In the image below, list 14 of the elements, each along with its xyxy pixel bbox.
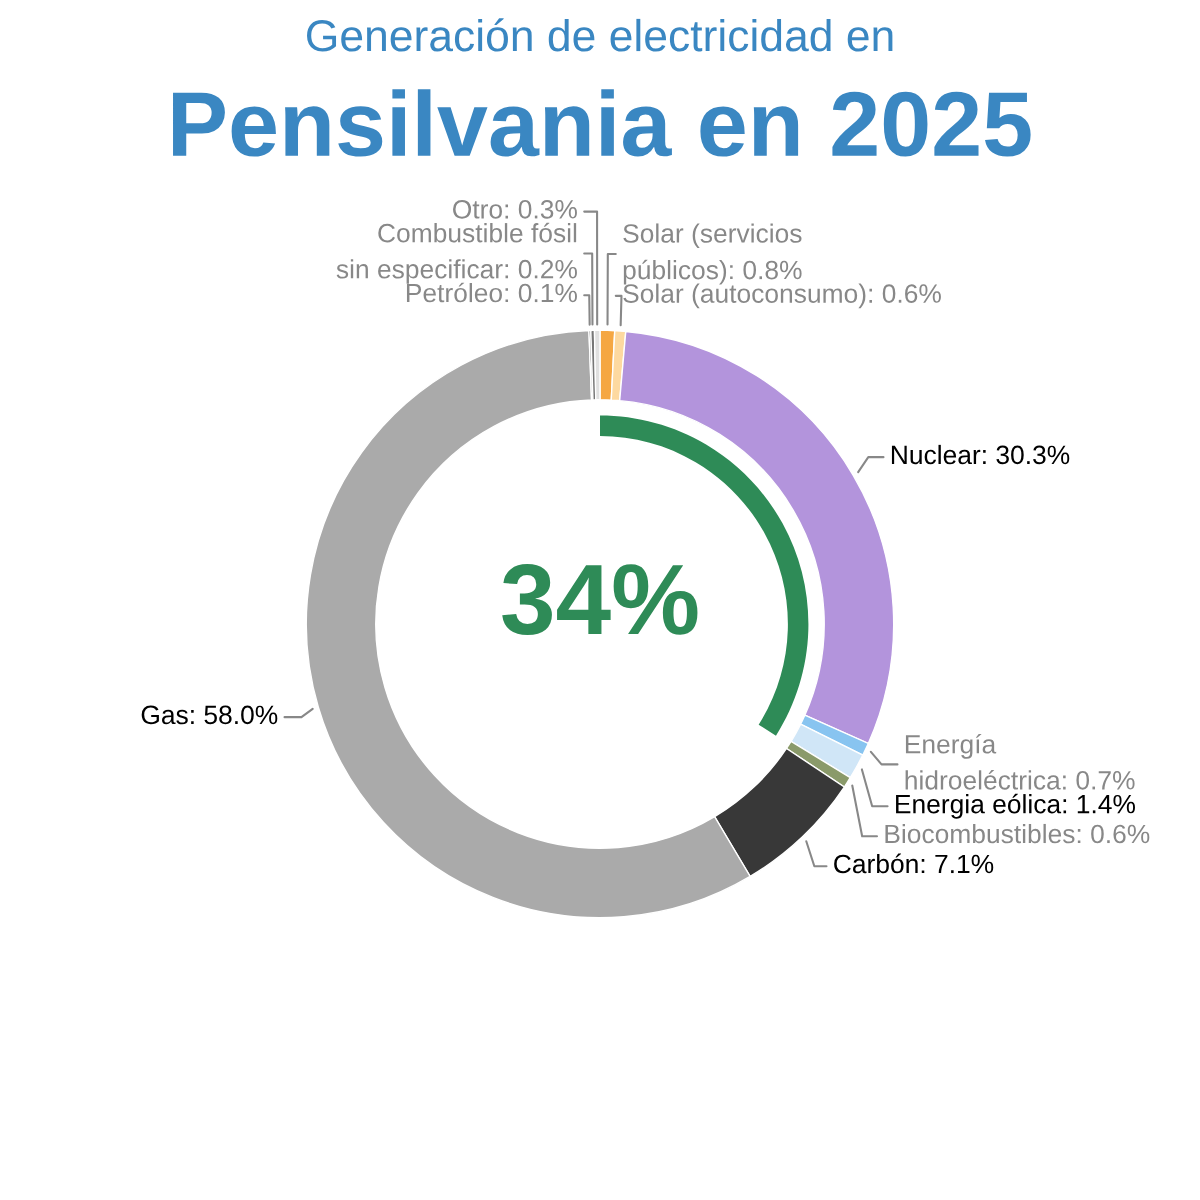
slice-label: Otro: 0.3% — [453, 199, 577, 219]
slice-label: Solar (servicios públicos): 0.8% — [623, 223, 802, 285]
slice-label: Solar (autoconsumo): 0.6% — [623, 283, 941, 309]
slice-label: Combustible fósil sin especificar: 0.2% — [336, 222, 577, 284]
slice-label: Energia eólica: 1.4% — [896, 793, 1135, 819]
slice-label: Nuclear: 30.3% — [891, 444, 1070, 465]
slice-label: Petróleo: 0.1% — [406, 282, 577, 303]
chart-title: Pensilvania en 2025 — [173, 89, 1031, 157]
chart-subtitle: Generación de electricidad en — [307, 18, 893, 52]
data-label: 34% — [502, 564, 698, 636]
slice-label: Biocombustibles: 0.6% — [885, 823, 1150, 844]
slice-label: Carbón: 7.1% — [834, 853, 994, 874]
slice-label: Gas: 58.0% — [141, 705, 278, 725]
slice-label: Energía hidroeléctrica: 0.7% — [905, 733, 1135, 790]
